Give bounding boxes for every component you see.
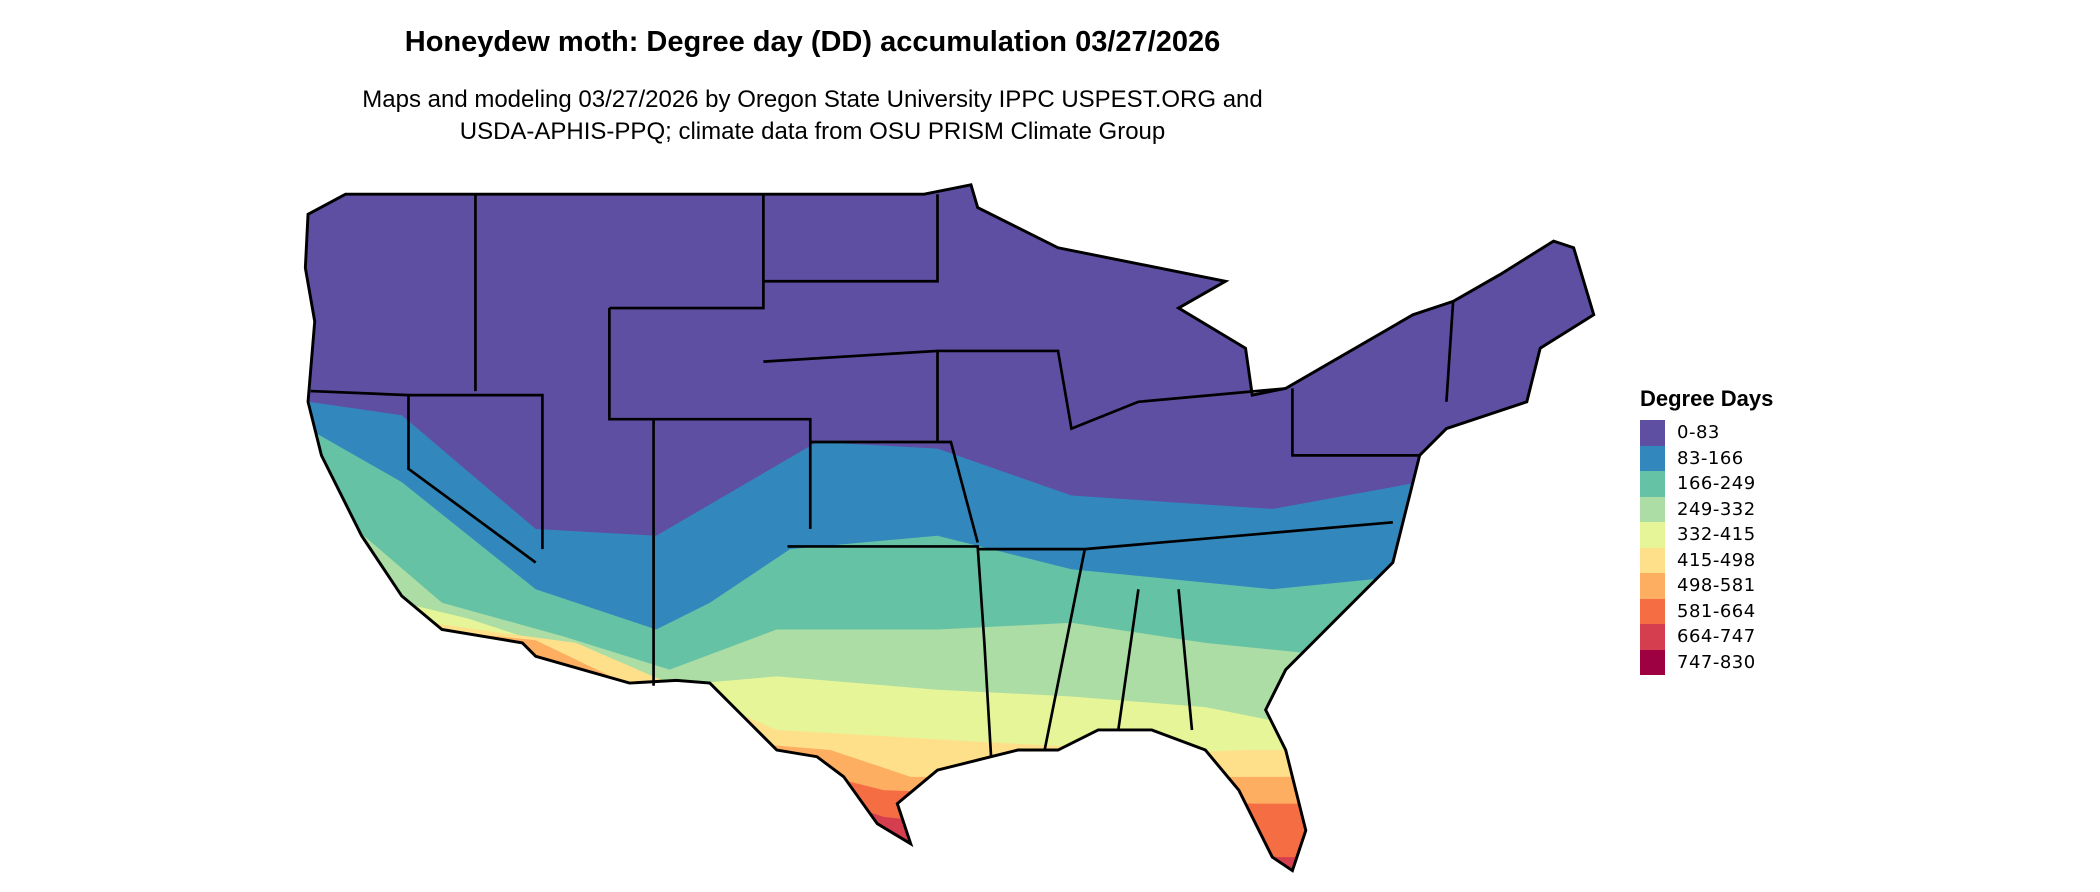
subtitle-line-1: Maps and modeling 03/27/2026 by Oregon S… [362, 86, 1263, 113]
legend-swatch [1640, 649, 1665, 675]
legend-label: 664-747 [1677, 626, 1756, 648]
legend-item: 83-166 [1640, 445, 1773, 471]
legend-item: 332-415 [1640, 522, 1773, 548]
legend-item: 166-249 [1640, 471, 1773, 497]
legend-swatch [1640, 522, 1665, 548]
legend-swatch [1640, 445, 1665, 471]
legend-label: 332-415 [1677, 524, 1756, 546]
legend-label: 166-249 [1677, 473, 1756, 495]
dd-zone-664-747 [305, 803, 1594, 871]
legend-swatch [1640, 547, 1665, 573]
legend-item: 581-664 [1640, 598, 1773, 624]
legend-item: 664-747 [1640, 624, 1773, 650]
map-subtitle: Maps and modeling 03/27/2026 by Oregon S… [0, 84, 1625, 148]
dd-zone-581-664 [305, 770, 1594, 871]
map-title: Honeydew moth: Degree day (DD) accumulat… [404, 26, 1221, 58]
subtitle-line-2: USDA-APHIS-PPQ; climate data from OSU PR… [459, 118, 1166, 145]
legend-item: 498-581 [1640, 573, 1773, 599]
legend-label: 498-581 [1677, 575, 1756, 597]
us-outline [303, 183, 1596, 873]
legend-label: 581-664 [1677, 600, 1756, 622]
legend-label: 747-830 [1677, 651, 1756, 673]
legend-label: 415-498 [1677, 549, 1756, 571]
legend-label: 0-83 [1677, 422, 1720, 444]
legend-label: 83-166 [1677, 447, 1744, 469]
legend: Degree Days 0-83 83-166 166-249 249-332 332-… [1640, 386, 1773, 675]
legend-item: 747-830 [1640, 649, 1773, 675]
legend-item: 0-83 [1640, 420, 1773, 446]
legend-swatch [1640, 471, 1665, 497]
legend-swatch [1640, 598, 1665, 624]
legend-item: 249-332 [1640, 496, 1773, 522]
legend-swatch [1640, 573, 1665, 599]
legend-swatch [1640, 496, 1665, 522]
legend-label: 249-332 [1677, 498, 1756, 520]
state-borders [310, 194, 1455, 757]
legend-swatch [1640, 624, 1665, 650]
legend-swatch [1640, 420, 1665, 446]
legend-item: 415-498 [1640, 547, 1773, 573]
legend-title: Degree Days [1640, 386, 1774, 411]
dd-zone-747-830 [0, 871, 2100, 884]
